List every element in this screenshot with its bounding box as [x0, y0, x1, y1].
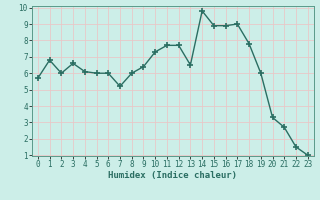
X-axis label: Humidex (Indice chaleur): Humidex (Indice chaleur): [108, 171, 237, 180]
